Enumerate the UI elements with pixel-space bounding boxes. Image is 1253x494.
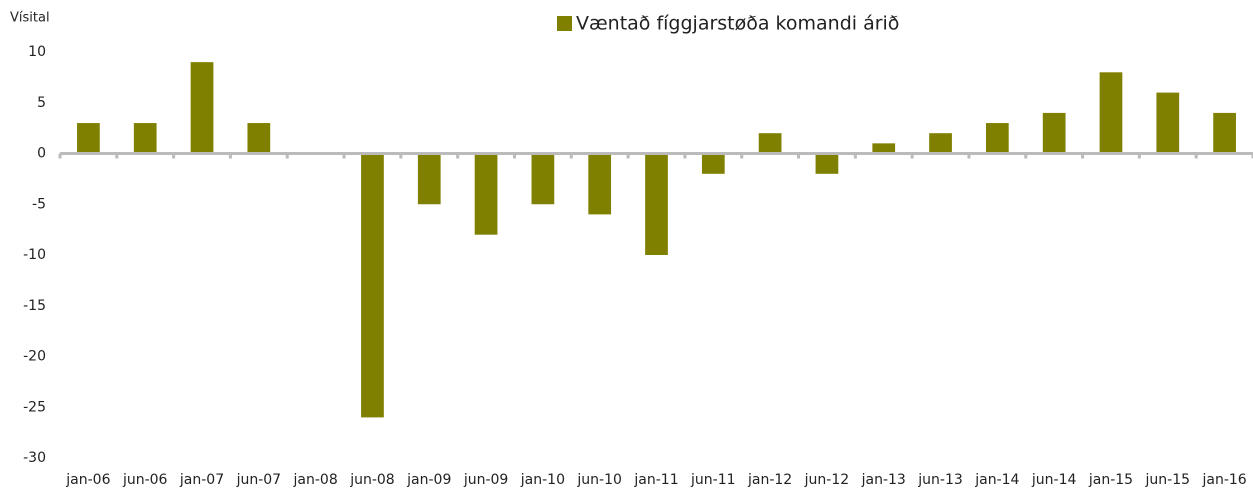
y-tick-label: -5: [32, 196, 46, 212]
y-tick-label: -25: [23, 399, 46, 415]
x-tick-label: jun-07: [236, 472, 282, 488]
bar: [645, 153, 668, 255]
bar: [133, 123, 157, 154]
x-tick-label: jan-14: [974, 472, 1019, 488]
x-tick-label: jan-08: [293, 472, 338, 488]
x-tick-label: jun-08: [349, 472, 395, 488]
bar: [872, 143, 896, 154]
y-tick-label: -10: [23, 247, 46, 263]
x-tick-label: jun-10: [576, 472, 622, 488]
bar: [1099, 72, 1123, 154]
legend-label: Væntað fíggjarstøða komandi árið: [576, 13, 899, 35]
x-tick-label: jan-06: [65, 472, 110, 488]
x-tick-label: jan-12: [747, 472, 792, 488]
y-tick-label: 5: [37, 95, 46, 111]
x-tick-label: jun-13: [917, 472, 963, 488]
y-tick-label: -20: [23, 349, 46, 365]
y-tick-label: 10: [28, 44, 46, 60]
x-tick-label: jun-11: [690, 472, 736, 488]
bar: [985, 123, 1009, 154]
bar: [247, 123, 271, 154]
bar: [1156, 92, 1180, 154]
x-tick-label: jan-15: [1088, 472, 1133, 488]
x-tick-label: jan-07: [179, 472, 224, 488]
bar: [474, 153, 498, 235]
bar: [417, 153, 441, 205]
bar: [361, 153, 384, 418]
x-tick-label: jun-12: [804, 472, 850, 488]
bar: [1213, 112, 1236, 154]
y-tick-label: -30: [23, 450, 46, 466]
bar: [701, 153, 725, 174]
legend-swatch: [557, 16, 572, 31]
x-tick-label: jun-09: [463, 472, 509, 488]
x-tick-label: jan-13: [861, 472, 906, 488]
y-tick-label: 0: [37, 146, 46, 162]
bar: [815, 153, 839, 174]
x-tick-label: jan-11: [633, 472, 678, 488]
bar: [1042, 112, 1066, 154]
bar: [77, 123, 100, 154]
x-tick-label: jan-16: [1201, 472, 1246, 488]
y-axis-label: Vísital: [10, 11, 50, 26]
x-tick-label: jun-14: [1031, 472, 1077, 488]
bar: [929, 133, 952, 154]
bar: [190, 62, 214, 154]
bar: [531, 153, 555, 205]
x-tick-label: jan-09: [406, 472, 451, 488]
x-tick-label: jun-06: [122, 472, 168, 488]
bar: [758, 133, 782, 154]
x-tick-label: jun-15: [1145, 472, 1191, 488]
bar: [588, 153, 612, 215]
y-tick-label: -15: [23, 298, 46, 314]
x-tick-label: jan-10: [520, 472, 565, 488]
